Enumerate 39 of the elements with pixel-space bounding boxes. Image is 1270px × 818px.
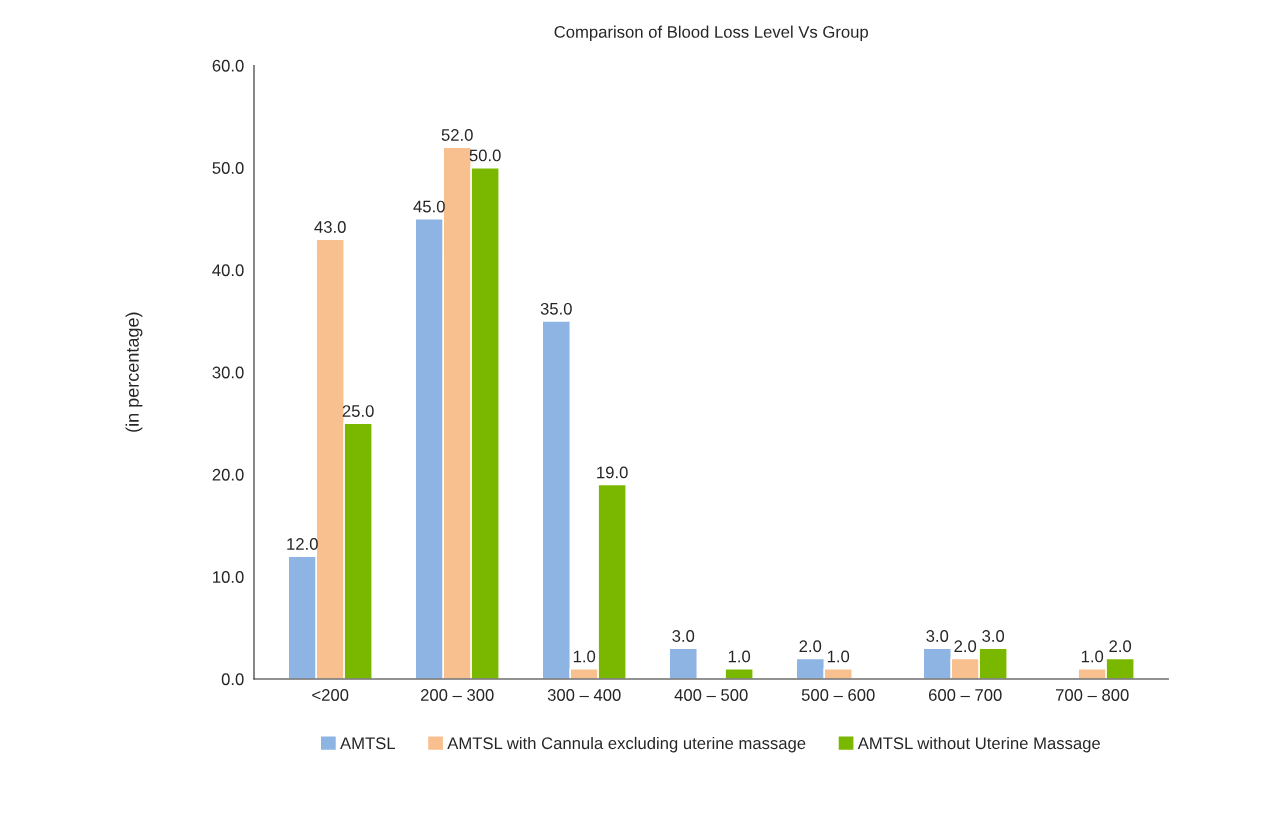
legend-label: AMTSL without Uterine Massage <box>857 736 1100 753</box>
y-tick-label: 30.0 <box>212 366 244 379</box>
x-tick-label: 600 – 700 <box>928 689 1002 701</box>
y-axis-title: (in percentage) <box>125 312 143 432</box>
y-tick-label: 60.0 <box>212 59 244 72</box>
data-label: 45.0 <box>413 200 445 213</box>
data-label: 1.0 <box>827 650 850 663</box>
data-label: 1.0 <box>728 650 751 663</box>
legend-label: AMTSL <box>340 737 396 750</box>
x-tick-label: 400 – 500 <box>674 689 748 701</box>
chart-title: Comparison of Blood Loss Level Vs Group <box>554 25 868 42</box>
data-label: 12.0 <box>287 538 318 550</box>
y-tick-label: 50.0 <box>212 162 244 174</box>
data-label: 1.0 <box>573 650 596 663</box>
legend-label: AMTSL with Cannula excluding uterine massage <box>447 736 806 753</box>
data-label: 1.0 <box>1081 650 1104 663</box>
data-label: 25.0 <box>342 405 374 417</box>
x-tick-label: 300 – 400 <box>547 689 621 701</box>
y-tick-label: 0.0 <box>221 673 244 686</box>
x-tick-label: 700 – 800 <box>1055 689 1129 701</box>
data-label: 2.0 <box>1109 640 1132 653</box>
data-label: 35.0 <box>540 302 572 315</box>
data-label: 3.0 <box>672 630 695 642</box>
x-tick-label: 500 – 600 <box>801 689 875 701</box>
data-label: 2.0 <box>799 640 822 653</box>
data-label: 52.0 <box>441 129 473 141</box>
data-label: 50.0 <box>469 149 501 162</box>
x-tick-label: <200 <box>312 689 349 701</box>
bar <box>724 668 754 679</box>
y-tick-label: 10.0 <box>213 571 244 583</box>
data-label: 43.0 <box>314 221 346 233</box>
data-label: 3.0 <box>926 630 949 642</box>
y-tick-label: 40.0 <box>212 264 244 277</box>
x-tick-label: 200 – 300 <box>420 689 494 701</box>
y-tick-label: 20.0 <box>212 468 244 481</box>
data-label: 2.0 <box>954 640 977 653</box>
bar <box>668 647 698 679</box>
data-label: 3.0 <box>982 630 1005 642</box>
data-label: 19.0 <box>597 466 628 479</box>
